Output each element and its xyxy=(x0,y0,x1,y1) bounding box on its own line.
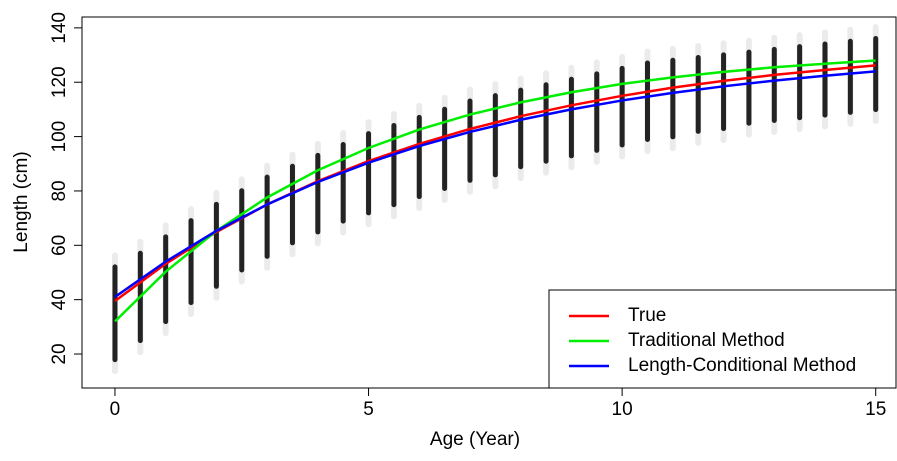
scatter-column xyxy=(366,131,372,216)
scatter-column xyxy=(315,152,321,235)
scatter-column xyxy=(543,82,549,164)
y-tick-label: 120 xyxy=(49,66,70,98)
legend-label: Traditional Method xyxy=(628,330,785,351)
scatter-column xyxy=(112,264,118,363)
scatter-column xyxy=(391,123,397,208)
x-tick-label: 15 xyxy=(865,399,886,420)
plot xyxy=(111,24,879,375)
x-tick-label: 10 xyxy=(612,399,633,420)
scatter-column xyxy=(822,41,828,118)
scatter-column xyxy=(188,218,194,306)
plot-frame xyxy=(81,16,897,389)
scatter-column xyxy=(264,174,270,259)
scatter-column xyxy=(416,114,422,200)
scatter-column xyxy=(746,49,752,126)
legend-label: Length-Conditional Method xyxy=(628,355,856,376)
legend-label: True xyxy=(628,305,666,326)
x-tick-label: 5 xyxy=(363,399,374,420)
scatter-column xyxy=(163,234,169,325)
scatter-column xyxy=(873,36,879,113)
scatter-column xyxy=(619,65,625,148)
scatter-column xyxy=(213,201,219,289)
scatter-column xyxy=(518,87,524,170)
scatter-column xyxy=(467,98,473,183)
scatter-column xyxy=(442,106,448,191)
y-tick-label: 60 xyxy=(49,235,70,256)
scatter-column xyxy=(670,57,676,140)
series-line xyxy=(114,59,876,323)
series-line xyxy=(114,70,876,298)
scatter-column xyxy=(594,71,600,153)
y-tick-label: 40 xyxy=(49,289,70,310)
y-tick-label: 80 xyxy=(49,180,70,201)
x-axis-label: Age (Year) xyxy=(430,429,520,450)
scatter-column xyxy=(797,44,803,121)
scatter-column xyxy=(340,142,346,224)
scatter-column xyxy=(644,60,650,143)
y-axis-label: Length (cm) xyxy=(11,151,32,252)
x-tick-label: 0 xyxy=(110,399,121,420)
scatter-column xyxy=(289,163,295,246)
scatter-column xyxy=(695,55,701,134)
scatter-column xyxy=(568,76,574,159)
y-tick-label: 20 xyxy=(49,343,70,364)
scatter-column xyxy=(847,38,853,115)
legend-box xyxy=(548,289,897,389)
scatter-column xyxy=(239,188,245,273)
scatter-column xyxy=(721,52,727,132)
scatter-column xyxy=(771,46,777,124)
y-tick-label: 100 xyxy=(49,121,70,153)
scatter-column xyxy=(492,93,498,178)
y-tick-label: 140 xyxy=(49,12,70,44)
